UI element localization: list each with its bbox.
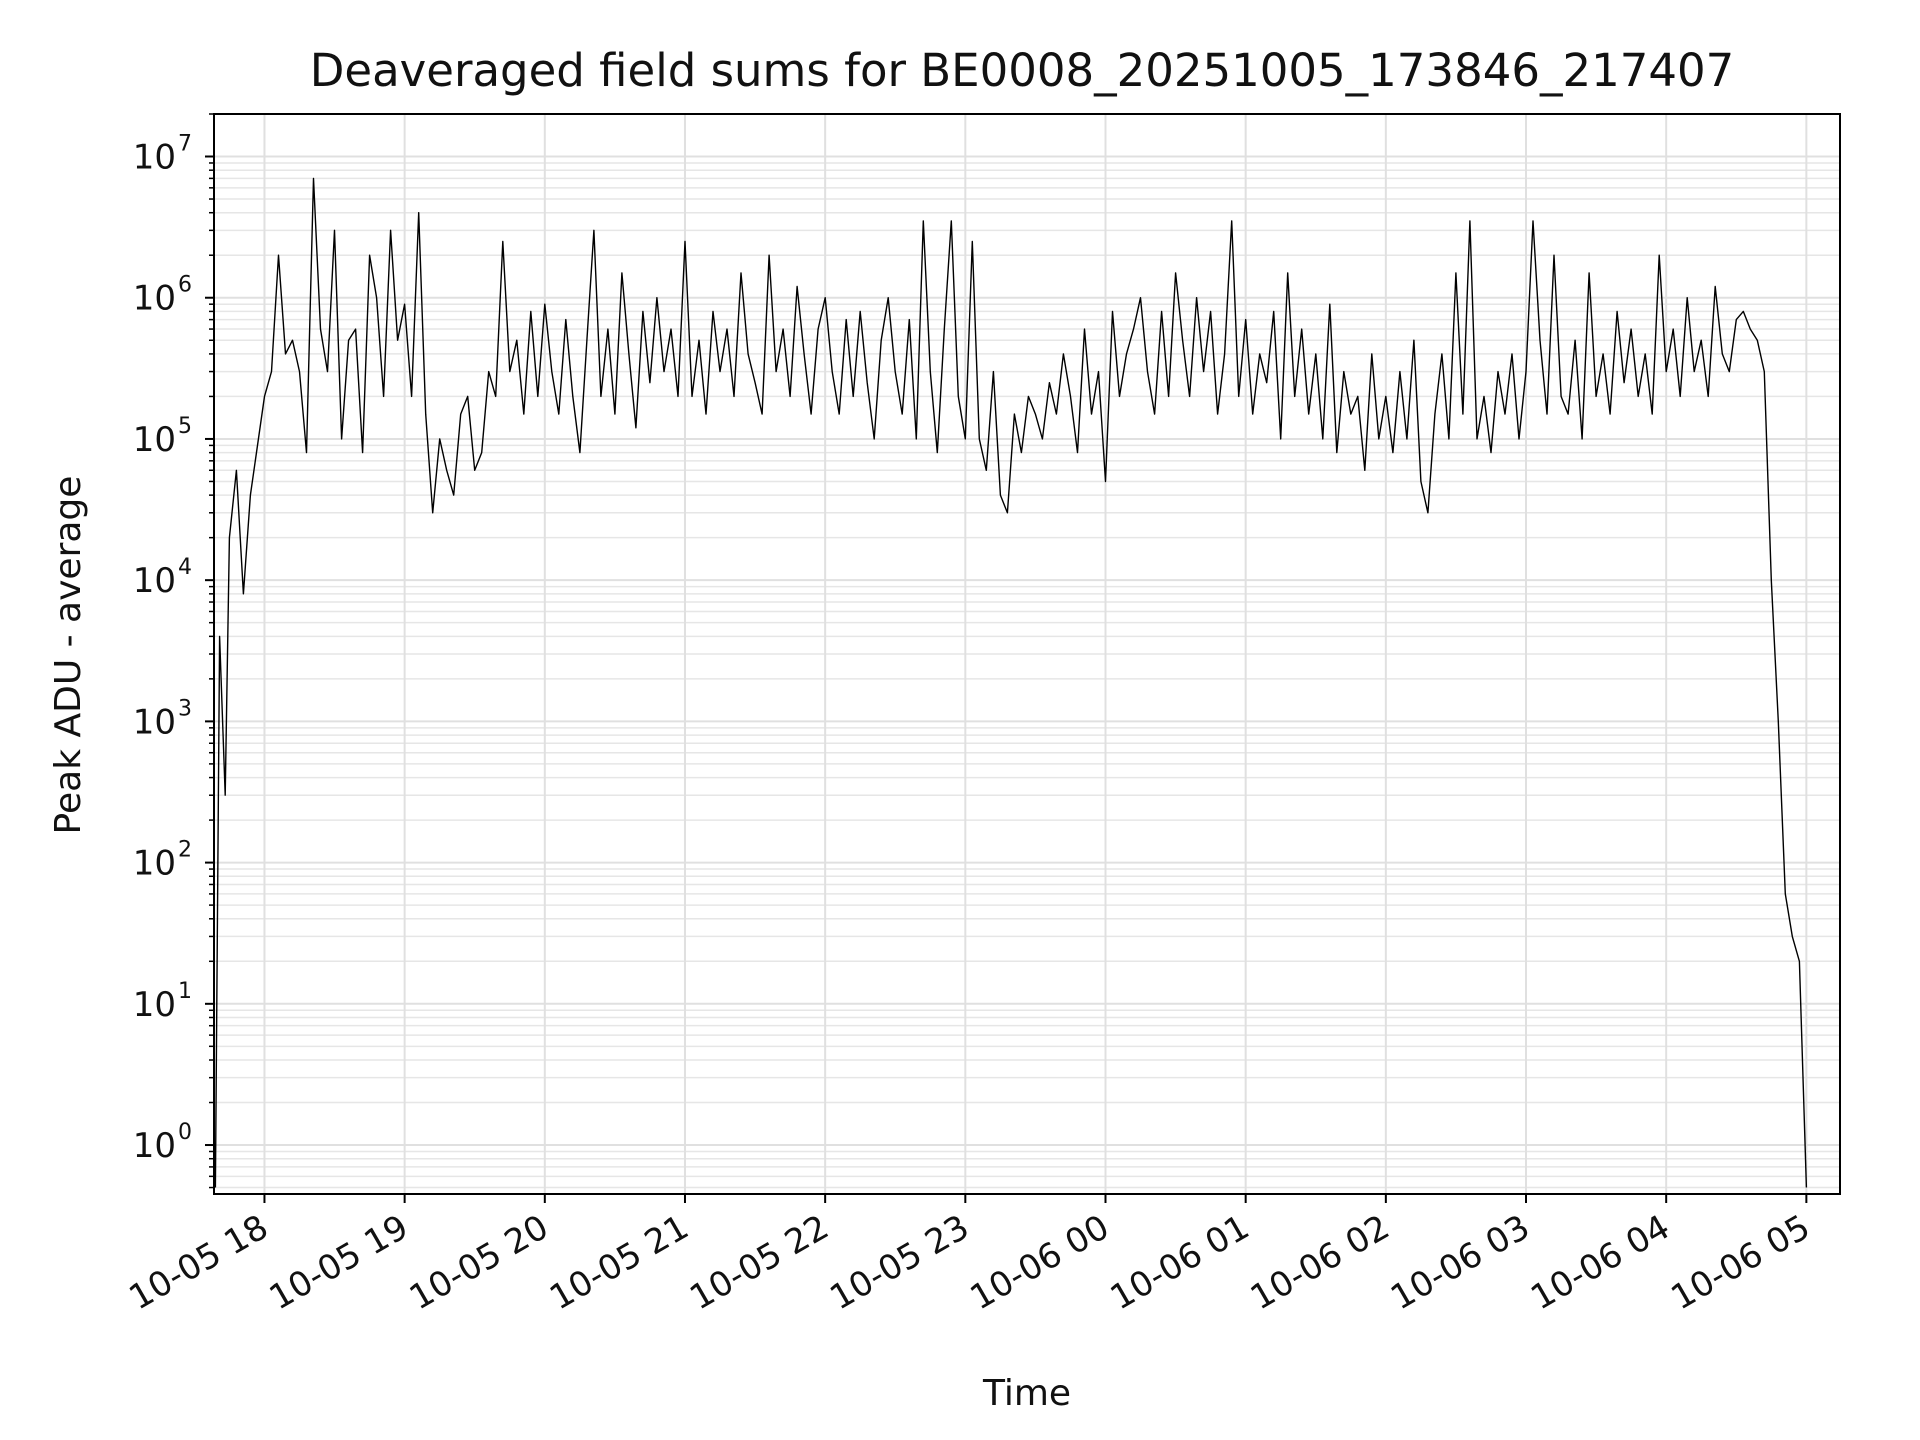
x-tick-label: 10-05 21 <box>543 1207 695 1318</box>
y-tick-label: 10 <box>133 279 176 319</box>
x-tick-label: 10-05 20 <box>403 1207 555 1318</box>
y-axis-label: Peak ADU - average <box>48 476 89 835</box>
y-tick-exponent: 6 <box>178 273 192 298</box>
x-tick-label: 10-05 18 <box>123 1207 275 1318</box>
x-tick-label: 10-06 02 <box>1244 1207 1396 1318</box>
y-tick-exponent: 5 <box>178 414 192 439</box>
data-series-line <box>214 177 1808 1188</box>
x-axis-label: Time <box>982 1373 1071 1414</box>
y-tick-exponent: 1 <box>178 979 192 1004</box>
y-tick-label: 10 <box>133 420 176 460</box>
y-tick-exponent: 0 <box>178 1120 192 1145</box>
chart-title: Deaveraged field sums for BE0008_2025100… <box>310 44 1735 97</box>
x-tick-label: 10-06 05 <box>1664 1207 1816 1318</box>
y-tick-label: 10 <box>133 702 176 742</box>
x-tick-label: 10-05 22 <box>683 1207 835 1318</box>
x-tick-label: 10-05 19 <box>263 1207 415 1318</box>
x-tick-label: 10-05 23 <box>823 1207 975 1318</box>
y-tick-exponent: 2 <box>178 838 192 863</box>
y-tick-label: 10 <box>133 985 176 1025</box>
y-tick-exponent: 7 <box>178 132 192 157</box>
grid-minor-lines <box>214 113 1840 1189</box>
y-tick-exponent: 4 <box>178 555 192 580</box>
x-tick-label: 10-06 00 <box>964 1207 1116 1318</box>
y-tick-exponent: 3 <box>178 696 192 721</box>
x-tick-label: 10-06 03 <box>1384 1207 1536 1318</box>
grid-major-lines <box>214 114 1840 1194</box>
y-tick-label: 10 <box>133 561 176 601</box>
y-tick-label: 10 <box>133 138 176 178</box>
y-tick-label: 10 <box>133 1126 176 1166</box>
x-tick-label: 10-06 01 <box>1104 1207 1256 1318</box>
x-tick-label: 10-06 04 <box>1524 1207 1676 1318</box>
y-tick-label: 10 <box>133 844 176 884</box>
